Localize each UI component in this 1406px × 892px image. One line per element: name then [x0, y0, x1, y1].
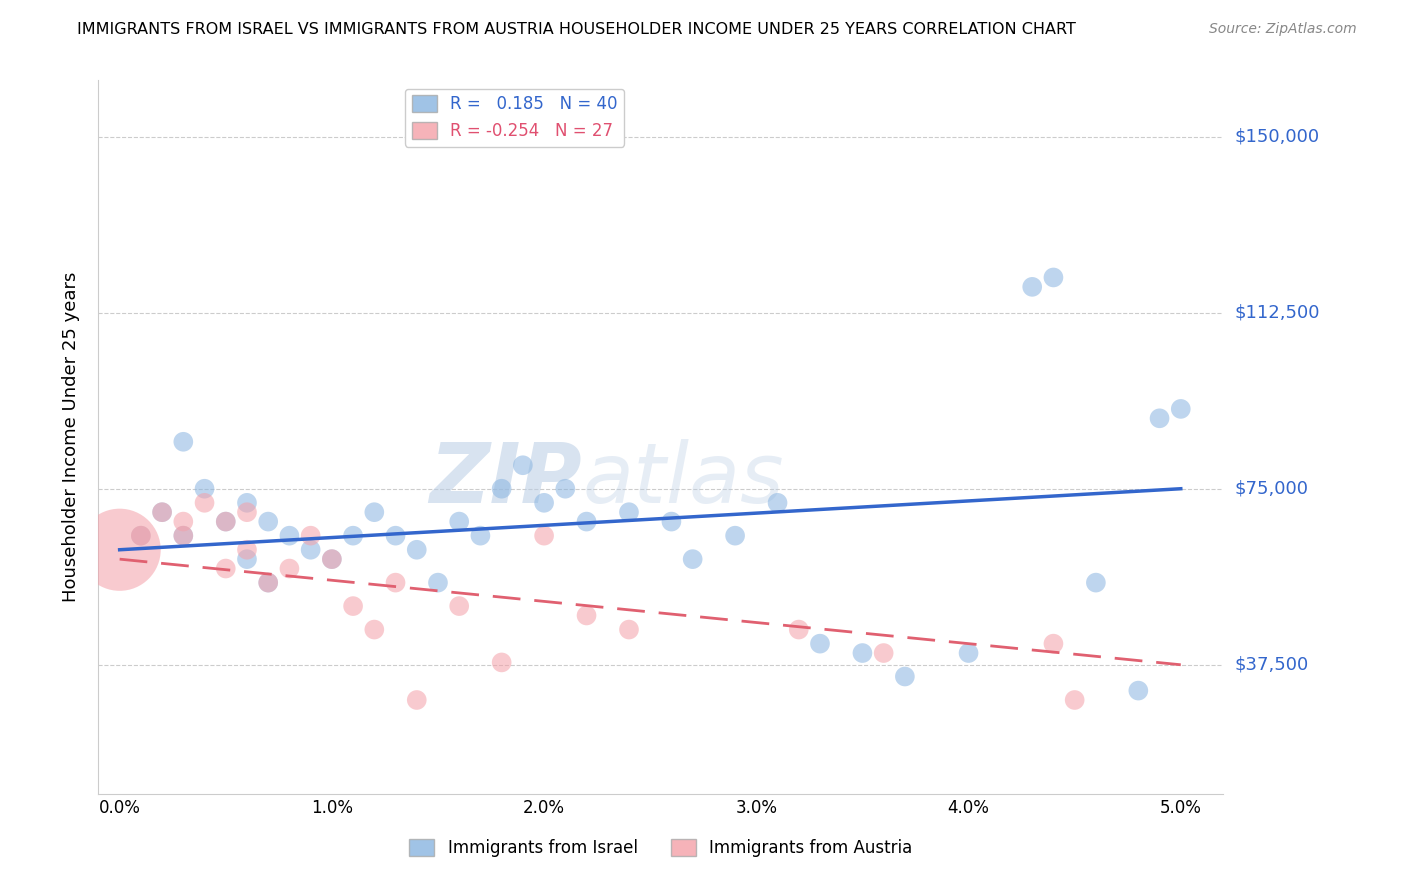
Point	[1084, 575, 1107, 590]
Point	[470, 529, 492, 543]
Point	[172, 434, 194, 449]
Point	[129, 529, 152, 543]
Point	[405, 693, 427, 707]
Point	[172, 529, 194, 543]
Point	[512, 458, 534, 473]
Text: IMMIGRANTS FROM ISRAEL VS IMMIGRANTS FROM AUSTRIA HOUSEHOLDER INCOME UNDER 25 YE: IMMIGRANTS FROM ISRAEL VS IMMIGRANTS FRO…	[77, 22, 1076, 37]
Point	[554, 482, 576, 496]
Point	[236, 505, 259, 519]
Point	[384, 529, 406, 543]
Text: $112,500: $112,500	[1234, 303, 1320, 322]
Point	[787, 623, 810, 637]
Text: atlas: atlas	[582, 440, 783, 520]
Point	[405, 542, 427, 557]
Point	[491, 482, 513, 496]
Point	[299, 542, 322, 557]
Point	[278, 561, 301, 575]
Point	[236, 496, 259, 510]
Point	[1042, 637, 1064, 651]
Point	[150, 505, 173, 519]
Point	[321, 552, 343, 566]
Point	[575, 515, 598, 529]
Point	[215, 515, 238, 529]
Point	[1149, 411, 1171, 425]
Point	[449, 599, 471, 613]
Point	[150, 505, 173, 519]
Point	[299, 529, 322, 543]
Point	[257, 515, 280, 529]
Point	[1021, 280, 1043, 294]
Point	[108, 542, 131, 557]
Text: $75,000: $75,000	[1234, 480, 1309, 498]
Point	[872, 646, 894, 660]
Point	[661, 515, 683, 529]
Point	[172, 515, 194, 529]
Legend: Immigrants from Israel, Immigrants from Austria: Immigrants from Israel, Immigrants from …	[402, 832, 920, 864]
Point	[129, 529, 152, 543]
Point	[215, 515, 238, 529]
Text: $150,000: $150,000	[1234, 128, 1319, 145]
Point	[257, 575, 280, 590]
Point	[342, 529, 364, 543]
Point	[1128, 683, 1150, 698]
Point	[1063, 693, 1085, 707]
Point	[193, 496, 215, 510]
Text: $37,500: $37,500	[1234, 656, 1309, 673]
Text: Source: ZipAtlas.com: Source: ZipAtlas.com	[1209, 22, 1357, 37]
Point	[427, 575, 450, 590]
Point	[724, 529, 747, 543]
Point	[236, 542, 259, 557]
Text: ZIP: ZIP	[429, 440, 582, 520]
Point	[215, 561, 238, 575]
Point	[278, 529, 301, 543]
Point	[575, 608, 598, 623]
Point	[617, 505, 640, 519]
Point	[808, 637, 831, 651]
Point	[491, 656, 513, 670]
Point	[533, 529, 555, 543]
Point	[957, 646, 980, 660]
Point	[1042, 270, 1064, 285]
Point	[321, 552, 343, 566]
Point	[363, 505, 385, 519]
Y-axis label: Householder Income Under 25 years: Householder Income Under 25 years	[62, 272, 80, 602]
Point	[257, 575, 280, 590]
Point	[682, 552, 704, 566]
Point	[449, 515, 471, 529]
Point	[766, 496, 789, 510]
Point	[894, 669, 917, 683]
Point	[342, 599, 364, 613]
Point	[172, 529, 194, 543]
Point	[851, 646, 873, 660]
Point	[363, 623, 385, 637]
Point	[236, 552, 259, 566]
Point	[617, 623, 640, 637]
Point	[384, 575, 406, 590]
Point	[193, 482, 215, 496]
Point	[533, 496, 555, 510]
Point	[1170, 401, 1192, 416]
